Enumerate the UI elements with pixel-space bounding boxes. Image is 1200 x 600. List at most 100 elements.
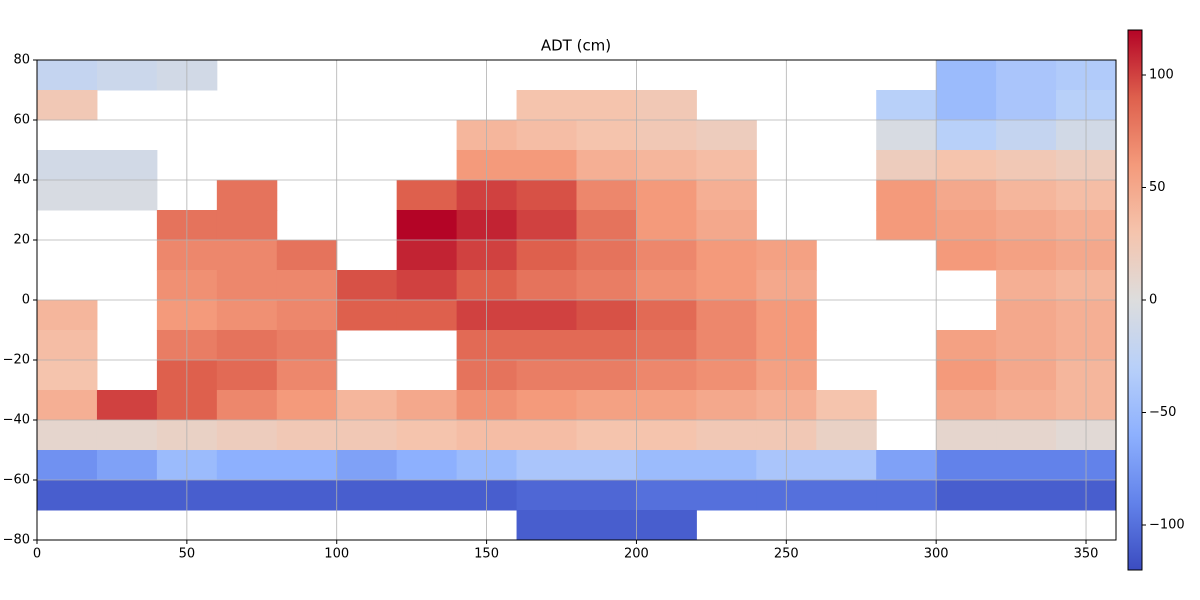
cell bbox=[996, 450, 1057, 481]
cell bbox=[516, 300, 577, 331]
cell bbox=[636, 330, 697, 361]
cell bbox=[516, 180, 577, 211]
cell bbox=[396, 480, 458, 511]
y-tick-label: 0 bbox=[22, 293, 30, 308]
cell bbox=[636, 270, 697, 301]
y-tick-label: 60 bbox=[13, 113, 30, 128]
cell bbox=[576, 420, 637, 451]
cell bbox=[276, 330, 338, 361]
y-tick-label: −60 bbox=[3, 473, 30, 488]
cell bbox=[396, 240, 458, 271]
cell bbox=[936, 360, 997, 391]
cell bbox=[636, 180, 697, 211]
cell bbox=[396, 180, 458, 211]
x-tick-label: 250 bbox=[774, 547, 799, 562]
cell bbox=[96, 150, 158, 181]
cell bbox=[216, 450, 278, 481]
cell bbox=[876, 210, 937, 241]
colorbar bbox=[1127, 29, 1143, 571]
cell bbox=[936, 60, 997, 91]
cell bbox=[576, 480, 637, 511]
cell bbox=[37, 300, 98, 331]
cell bbox=[816, 390, 877, 421]
cell bbox=[96, 60, 158, 91]
cell bbox=[37, 150, 98, 181]
cell bbox=[96, 420, 158, 451]
cell bbox=[636, 120, 697, 151]
cell bbox=[576, 150, 637, 181]
cell bbox=[636, 90, 697, 121]
cell bbox=[696, 120, 757, 151]
cell bbox=[996, 390, 1057, 421]
cell bbox=[276, 450, 338, 481]
cell bbox=[696, 420, 757, 451]
cell bbox=[37, 450, 98, 481]
cell bbox=[37, 180, 98, 211]
cell bbox=[516, 420, 577, 451]
x-tick-label: 100 bbox=[324, 547, 349, 562]
cell bbox=[336, 270, 398, 301]
cell bbox=[336, 420, 398, 451]
cell bbox=[216, 480, 278, 511]
cell bbox=[996, 180, 1057, 211]
cell bbox=[276, 480, 338, 511]
cell bbox=[516, 240, 577, 271]
cell bbox=[336, 480, 398, 511]
cell bbox=[336, 390, 398, 421]
cell bbox=[216, 180, 278, 211]
cell bbox=[576, 390, 637, 421]
x-tick-label: 300 bbox=[924, 547, 949, 562]
cell bbox=[576, 120, 637, 151]
cell bbox=[96, 450, 158, 481]
cell bbox=[696, 150, 757, 181]
cell bbox=[636, 510, 697, 541]
x-tick-label: 150 bbox=[474, 547, 499, 562]
cell bbox=[816, 420, 877, 451]
cell bbox=[576, 240, 637, 271]
cell bbox=[37, 420, 98, 451]
cell bbox=[336, 300, 398, 331]
cell bbox=[936, 180, 997, 211]
cell bbox=[696, 360, 757, 391]
cell bbox=[876, 90, 937, 121]
y-tick-label: 40 bbox=[13, 173, 30, 188]
cell bbox=[696, 480, 757, 511]
cell bbox=[996, 90, 1057, 121]
cell bbox=[516, 390, 577, 421]
x-tick-label: 350 bbox=[1074, 547, 1099, 562]
cell bbox=[936, 240, 997, 271]
cell bbox=[696, 330, 757, 361]
cell bbox=[696, 180, 757, 211]
cell bbox=[216, 240, 278, 271]
cell bbox=[276, 240, 338, 271]
cell bbox=[576, 210, 637, 241]
cell bbox=[396, 450, 458, 481]
y-tick-label: 80 bbox=[13, 53, 30, 68]
cell bbox=[996, 480, 1057, 511]
cell bbox=[696, 450, 757, 481]
cell bbox=[216, 330, 278, 361]
cell bbox=[996, 120, 1057, 151]
cell bbox=[936, 450, 997, 481]
cell bbox=[276, 420, 338, 451]
cell bbox=[696, 270, 757, 301]
cell bbox=[636, 450, 697, 481]
cell bbox=[396, 390, 458, 421]
cell bbox=[996, 300, 1057, 331]
y-tick-label: −80 bbox=[3, 533, 30, 548]
cell bbox=[216, 210, 278, 241]
cell bbox=[996, 60, 1057, 91]
y-tick-label: −40 bbox=[3, 413, 30, 428]
cell bbox=[336, 450, 398, 481]
cell bbox=[636, 300, 697, 331]
cell bbox=[936, 390, 997, 421]
cell bbox=[216, 270, 278, 301]
cell bbox=[696, 240, 757, 271]
colorbar-tick-label: −100 bbox=[1149, 518, 1185, 533]
cell bbox=[696, 300, 757, 331]
cell bbox=[636, 390, 697, 421]
cell bbox=[96, 180, 158, 211]
cell bbox=[876, 450, 937, 481]
cell bbox=[636, 360, 697, 391]
